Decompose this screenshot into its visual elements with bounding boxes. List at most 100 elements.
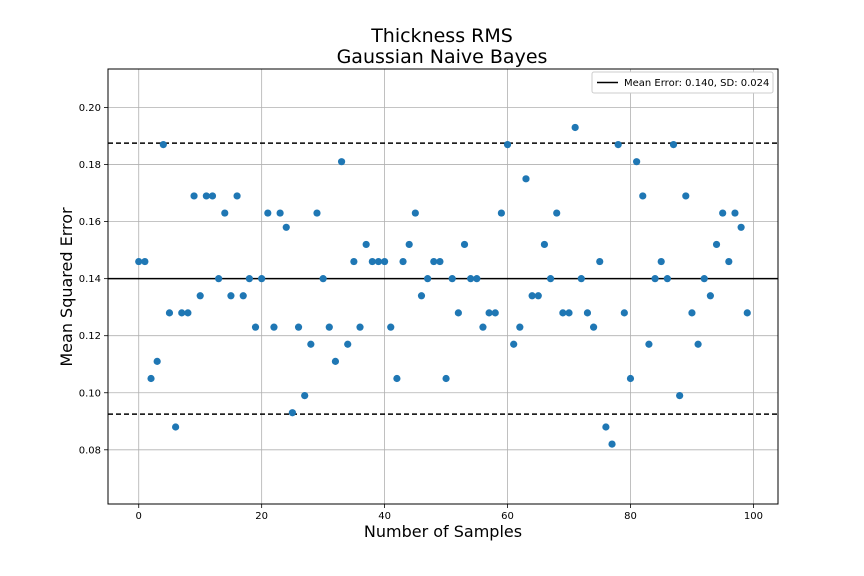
data-point <box>571 123 579 132</box>
data-point <box>706 292 714 300</box>
data-point <box>454 309 462 317</box>
data-point <box>387 323 395 331</box>
data-point <box>319 275 327 283</box>
data-point <box>405 240 413 249</box>
data-point <box>596 257 604 266</box>
x-axis-label: Number of Samples <box>364 522 522 541</box>
data-point <box>362 240 370 249</box>
data-point <box>651 275 659 283</box>
data-point <box>639 192 647 200</box>
data-point <box>399 257 407 266</box>
x-tick-label: 40 <box>378 511 391 522</box>
data-point <box>528 292 536 300</box>
data-point <box>282 223 290 231</box>
data-point <box>294 323 303 331</box>
data-point <box>258 275 266 283</box>
data-point <box>442 374 450 383</box>
data-point <box>350 257 358 266</box>
legend-box <box>591 71 774 94</box>
legend-entry: Mean Error: 0.140, SD: 0.024 <box>624 78 769 89</box>
data-point <box>264 209 272 217</box>
data-point <box>424 275 432 283</box>
data-point <box>233 192 241 200</box>
data-point <box>503 140 512 149</box>
data-point <box>165 309 174 317</box>
y-tick-label: 0.12 <box>79 331 101 342</box>
x-axis-ticks: 0 20 40 60 80 100 <box>136 504 763 522</box>
data-point <box>479 323 487 331</box>
y-tick-label: 0.20 <box>79 103 101 114</box>
data-point <box>331 357 340 365</box>
data-point <box>381 257 389 266</box>
chart-title: Thickness RMS <box>370 25 513 47</box>
data-point <box>159 140 167 149</box>
y-tick-label: 0.10 <box>79 388 101 399</box>
y-tick-label: 0.08 <box>79 445 101 456</box>
data-point <box>694 340 702 348</box>
x-tick-label: 80 <box>624 511 637 522</box>
data-point <box>688 309 696 317</box>
data-point <box>608 440 616 448</box>
data-point <box>239 292 247 300</box>
data-point <box>565 309 573 317</box>
data-point <box>270 323 278 331</box>
data-point <box>221 209 229 217</box>
data-point <box>417 292 426 300</box>
chart-subtitle: Gaussian Naive Bayes <box>337 46 548 68</box>
data-point <box>411 209 419 217</box>
data-point <box>602 423 610 431</box>
data-point <box>700 275 708 283</box>
data-point <box>516 323 524 331</box>
data-point <box>510 340 518 348</box>
data-point <box>344 340 352 348</box>
data-point <box>559 309 567 317</box>
data-point <box>725 257 733 266</box>
data-point <box>368 257 376 266</box>
data-point <box>288 409 297 417</box>
data-point <box>626 374 635 383</box>
data-point <box>374 257 383 266</box>
data-point <box>276 209 284 217</box>
data-point <box>178 309 186 317</box>
x-tick-label: 60 <box>501 511 514 522</box>
data-point <box>589 323 598 331</box>
data-point <box>633 158 641 166</box>
data-point <box>202 192 210 200</box>
data-point <box>172 423 180 431</box>
data-point <box>436 257 444 266</box>
data-point <box>737 223 745 231</box>
data-point <box>491 309 499 317</box>
data-point <box>356 323 364 331</box>
data-point <box>485 309 493 317</box>
data-point <box>546 275 555 283</box>
data-point <box>245 275 253 283</box>
data-point <box>540 240 549 249</box>
data-point <box>430 257 438 266</box>
data-point <box>682 192 690 200</box>
data-points <box>135 123 751 448</box>
data-point <box>583 309 592 317</box>
data-point <box>676 392 684 400</box>
data-point <box>473 275 481 283</box>
data-point <box>522 175 530 183</box>
data-point <box>301 392 309 400</box>
data-point <box>153 357 161 365</box>
data-point <box>645 340 653 348</box>
data-point <box>467 275 475 283</box>
data-point <box>497 209 505 217</box>
data-point <box>337 158 346 166</box>
data-point <box>184 309 192 317</box>
y-tick-label: 0.16 <box>79 217 101 228</box>
x-tick-label: 100 <box>744 511 763 522</box>
data-point <box>141 257 149 266</box>
data-point <box>731 209 739 217</box>
data-point <box>460 240 469 249</box>
data-point <box>325 323 333 331</box>
data-point <box>147 374 155 383</box>
legend: Mean Error: 0.140, SD: 0.024 <box>591 71 774 94</box>
data-point <box>215 275 223 283</box>
data-point <box>135 257 143 266</box>
data-point <box>719 209 727 217</box>
y-axis-ticks: 0.08 0.10 0.12 0.14 0.16 0.18 0.20 <box>79 103 108 456</box>
data-point <box>534 292 542 300</box>
